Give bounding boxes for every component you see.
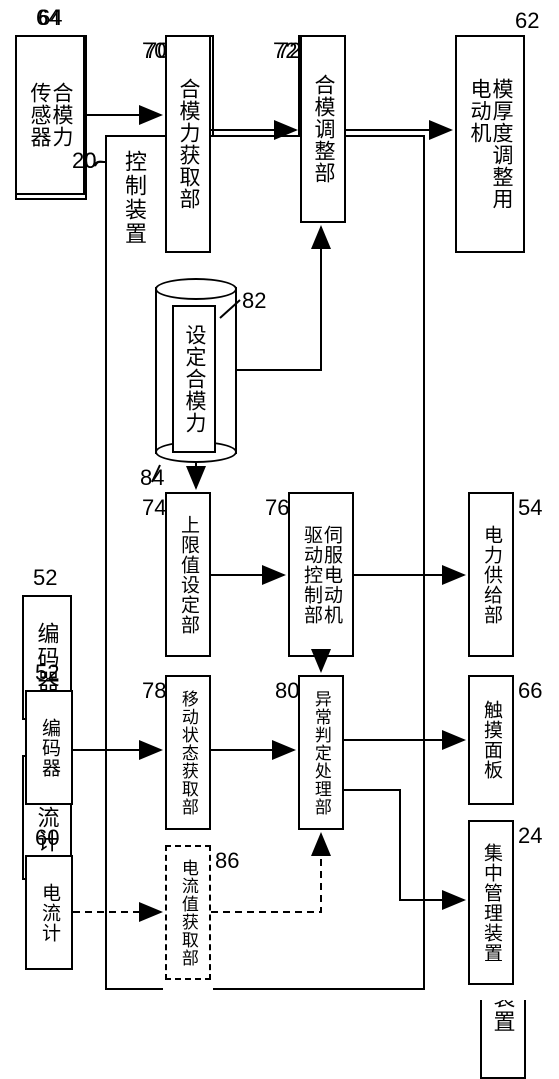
g70: 合模力获取部 bbox=[165, 35, 211, 253]
j86: 电流值获取部 bbox=[165, 845, 211, 980]
g82n: 82 bbox=[242, 288, 266, 314]
g62n: 62 bbox=[515, 8, 539, 34]
g62l: 模厚度调整用 电动机 bbox=[468, 78, 512, 210]
g66l: 触摸面板 bbox=[481, 700, 501, 780]
k52n: 52 bbox=[35, 660, 59, 686]
g84n: 84 bbox=[140, 465, 164, 491]
g24n: 24 bbox=[518, 823, 542, 849]
g66: 触摸面板 bbox=[468, 675, 514, 805]
h74n: 74 bbox=[142, 495, 166, 521]
j86l: 电流值获取部 bbox=[179, 859, 197, 967]
j86n: 86 bbox=[215, 848, 239, 874]
g-container-label: 控制装置 bbox=[118, 150, 150, 246]
f-n52: 52 bbox=[33, 565, 57, 591]
j80n: 80 bbox=[275, 678, 299, 704]
k64l: 合模力 传感器 bbox=[28, 82, 72, 148]
diagram-canvas: 控制装置 20 合模力 传感器 64 编码器 52 电流计 60 合模力获取部 … bbox=[0, 0, 559, 1000]
j78n: 78 bbox=[142, 678, 166, 704]
h76n: 76 bbox=[265, 495, 289, 521]
j80l: 异常判定处理部 bbox=[312, 690, 330, 816]
g54l: 电力供给部 bbox=[481, 525, 501, 625]
g72l: 合模调整部 bbox=[312, 74, 334, 184]
k52l: 编码器 bbox=[39, 718, 59, 778]
k-n20: 20 bbox=[72, 148, 96, 174]
g72n: 72 bbox=[277, 38, 301, 64]
j78: 移动状态获取部 bbox=[165, 675, 211, 830]
j80: 异常判定处理部 bbox=[298, 675, 344, 830]
g54n: 54 bbox=[518, 495, 542, 521]
k60n: 60 bbox=[35, 825, 59, 851]
g70l: 合模力获取部 bbox=[177, 78, 199, 210]
h74: 上限值设定部 bbox=[165, 492, 211, 657]
j78l: 移动状态获取部 bbox=[179, 690, 197, 816]
g66n: 66 bbox=[518, 678, 542, 704]
g82: 设定合模力 bbox=[172, 305, 216, 453]
h74l: 上限值设定部 bbox=[178, 515, 198, 635]
g70n: 70 bbox=[142, 38, 166, 64]
g54: 电力供给部 bbox=[468, 492, 514, 657]
h76: 伺服电动机 驱动控制部 bbox=[288, 492, 354, 657]
k60: 电流计 bbox=[25, 855, 73, 970]
g24: 集中管理装置 bbox=[468, 820, 514, 985]
k52: 编码器 bbox=[25, 690, 73, 805]
k60l: 电流计 bbox=[39, 883, 59, 943]
g62: 模厚度调整用 电动机 bbox=[455, 35, 525, 253]
k64n: 64 bbox=[36, 5, 60, 31]
g24l: 集中管理装置 bbox=[481, 843, 501, 963]
g72: 合模调整部 bbox=[300, 35, 346, 223]
h76l: 伺服电动机 驱动控制部 bbox=[301, 525, 341, 625]
g82l: 设定合模力 bbox=[183, 324, 205, 434]
